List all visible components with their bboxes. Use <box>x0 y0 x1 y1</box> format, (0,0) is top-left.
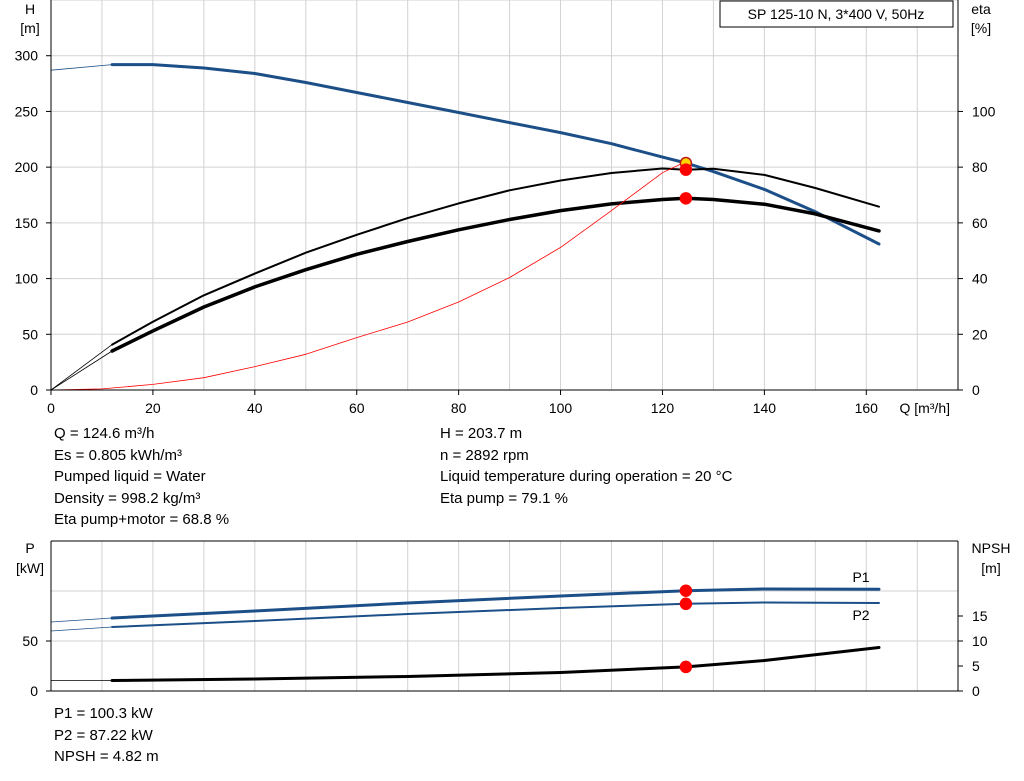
x-tick-label: 60 <box>349 400 365 416</box>
duty-point <box>679 597 693 611</box>
series-eta-pump-extension <box>50 344 113 391</box>
y-tick-label-right: 0 <box>972 382 980 398</box>
series-P1 <box>110 587 881 620</box>
info-p2: P2 = 87.22 kW <box>54 726 153 744</box>
info-flow: Q = 124.6 m³/h <box>54 425 155 442</box>
info-eta-pump-motor: Eta pump+motor = 68.8 % <box>54 511 230 528</box>
y-tick-label-right: 0 <box>972 683 980 699</box>
info-p1: P1 = 100.3 kW <box>54 705 153 722</box>
series-eta-pump <box>111 167 880 346</box>
series-label-p1: P1 <box>852 569 869 585</box>
duty-point <box>679 163 693 176</box>
y-tick-label-right: 60 <box>972 215 988 231</box>
duty-point <box>679 660 693 674</box>
y-tick-label-left: 50 <box>22 633 38 649</box>
x-tick-label: 80 <box>451 400 467 416</box>
title-box <box>719 0 954 28</box>
y-axis-label-left: H <box>25 1 35 17</box>
y-tick-label-left: 250 <box>15 103 39 119</box>
y-tick-label-left: 150 <box>15 215 39 231</box>
series-eta-pump-motor <box>110 196 881 353</box>
x-tick-label: 100 <box>549 400 573 416</box>
info-temperature: Liquid temperature during operation = 20… <box>440 468 733 485</box>
series-P2-extension <box>50 626 113 632</box>
bottom-info: P1 = 100.3 kW P2 = 87.22 kW NPSH = 4.82 … <box>54 703 159 768</box>
info-npsh: NPSH = 4.82 m <box>54 748 159 765</box>
y-tick-label-right: 10 <box>972 633 988 649</box>
top-info-right: H = 203.7 m n = 2892 rpm Liquid temperat… <box>440 423 732 509</box>
series-system-curve <box>50 161 687 391</box>
y-tick-label-right: 15 <box>972 608 988 624</box>
y-axis-label-right: NPSH <box>972 540 1011 556</box>
duty-point <box>679 192 693 205</box>
x-tick-label: 40 <box>247 400 263 416</box>
y-tick-label-right: 20 <box>972 326 988 342</box>
chart-title: SP 125-10 N, 3*400 V, 50Hz <box>748 6 925 22</box>
series-head-extension <box>50 64 113 71</box>
x-tick-label: 120 <box>651 400 675 416</box>
top-info-left: Q = 124.6 m³/h Es = 0.805 kWh/m³ Pumped … <box>54 423 229 531</box>
y-axis-unit-left: [m] <box>20 20 39 36</box>
y-tick-label-left: 200 <box>15 159 39 175</box>
y-axis-label-right: eta <box>971 1 991 17</box>
y-tick-label-left: 0 <box>30 382 38 398</box>
series-head <box>110 63 881 246</box>
y-tick-label-left: 50 <box>22 326 38 342</box>
y-tick-label-right: 100 <box>972 103 996 119</box>
y-axis-label-left: P <box>25 540 34 556</box>
y-tick-label-right: 80 <box>972 159 988 175</box>
y-tick-label-right: 5 <box>972 658 980 674</box>
y-tick-label-left: 0 <box>30 683 38 699</box>
x-tick-label: 140 <box>753 400 777 416</box>
series-P2 <box>111 601 880 628</box>
x-tick-label: 160 <box>855 400 879 416</box>
y-tick-label-left: 100 <box>15 271 39 287</box>
series-eta-pump-motor-extension <box>50 350 113 391</box>
x-tick-label: 20 <box>145 400 161 416</box>
series-NPSH <box>110 646 881 682</box>
series-label-p2: P2 <box>852 607 869 623</box>
x-tick-label: 0 <box>47 400 55 416</box>
y-tick-label-left: 300 <box>15 48 39 64</box>
info-head: H = 203.7 m <box>440 425 523 442</box>
info-speed: n = 2892 rpm <box>440 446 529 464</box>
info-density: Density = 998.2 kg/m³ <box>54 489 201 507</box>
y-tick-label-right: 40 <box>972 271 988 287</box>
y-axis-unit-left: [kW] <box>16 560 44 576</box>
x-axis-label: Q [m³/h] <box>899 400 950 416</box>
y-axis-unit-right: [%] <box>971 20 991 36</box>
y-axis-unit-right: [m] <box>981 560 1000 576</box>
duty-point <box>679 584 693 597</box>
info-liquid: Pumped liquid = Water <box>54 468 206 485</box>
info-eta-pump: Eta pump = 79.1 % <box>440 489 568 507</box>
info-energy: Es = 0.805 kWh/m³ <box>54 446 182 464</box>
series-P1-extension <box>50 617 113 623</box>
